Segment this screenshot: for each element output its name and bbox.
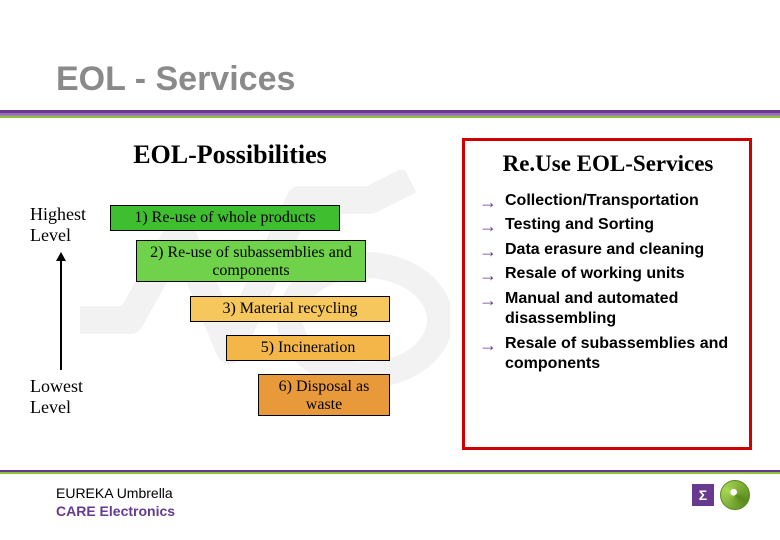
- footer-divider: [0, 470, 780, 474]
- services-list: Collection/Transportation Testing and So…: [477, 191, 739, 375]
- highest-level-label: Highest Level: [30, 204, 100, 246]
- lowest-level-label: Lowest Level: [30, 376, 100, 418]
- footer-logo: Σ: [692, 480, 750, 510]
- step-2: 2) Re-use of subassemblies and component…: [136, 240, 366, 282]
- footer-line-1: EUREKA Umbrella: [56, 484, 175, 502]
- step-5: 6) Disposal as waste: [258, 374, 390, 416]
- right-heading: Re.Use EOL-Services: [477, 151, 739, 177]
- footer-line-2: CARE Electronics: [56, 502, 175, 520]
- service-item: Testing and Sorting: [477, 215, 739, 235]
- sigma-logo: Σ: [692, 484, 714, 506]
- service-item: Data erasure and cleaning: [477, 240, 739, 260]
- step-4: 5) Incineration: [226, 335, 390, 361]
- step-1: 1) Re-use of whole products: [110, 205, 340, 231]
- left-column: EOL-Possibilities Highest Level Lowest L…: [30, 140, 430, 460]
- service-item: Collection/Transportation: [477, 191, 739, 211]
- services-box: Re.Use EOL-Services Collection/Transport…: [462, 138, 752, 450]
- service-item: Manual and automated disassembling: [477, 289, 739, 330]
- title-divider: [0, 110, 780, 118]
- service-item: Resale of working units: [477, 264, 739, 284]
- footer-text: EUREKA Umbrella CARE Electronics: [56, 484, 175, 520]
- service-item: Resale of subassemblies and components: [477, 334, 739, 375]
- left-heading: EOL-Possibilities: [30, 140, 430, 170]
- slide-title: EOL - Services: [56, 60, 295, 99]
- swirl-logo-icon: [720, 480, 750, 510]
- step-3: 3) Material recycling: [190, 296, 390, 322]
- level-arrow-up: [60, 260, 62, 370]
